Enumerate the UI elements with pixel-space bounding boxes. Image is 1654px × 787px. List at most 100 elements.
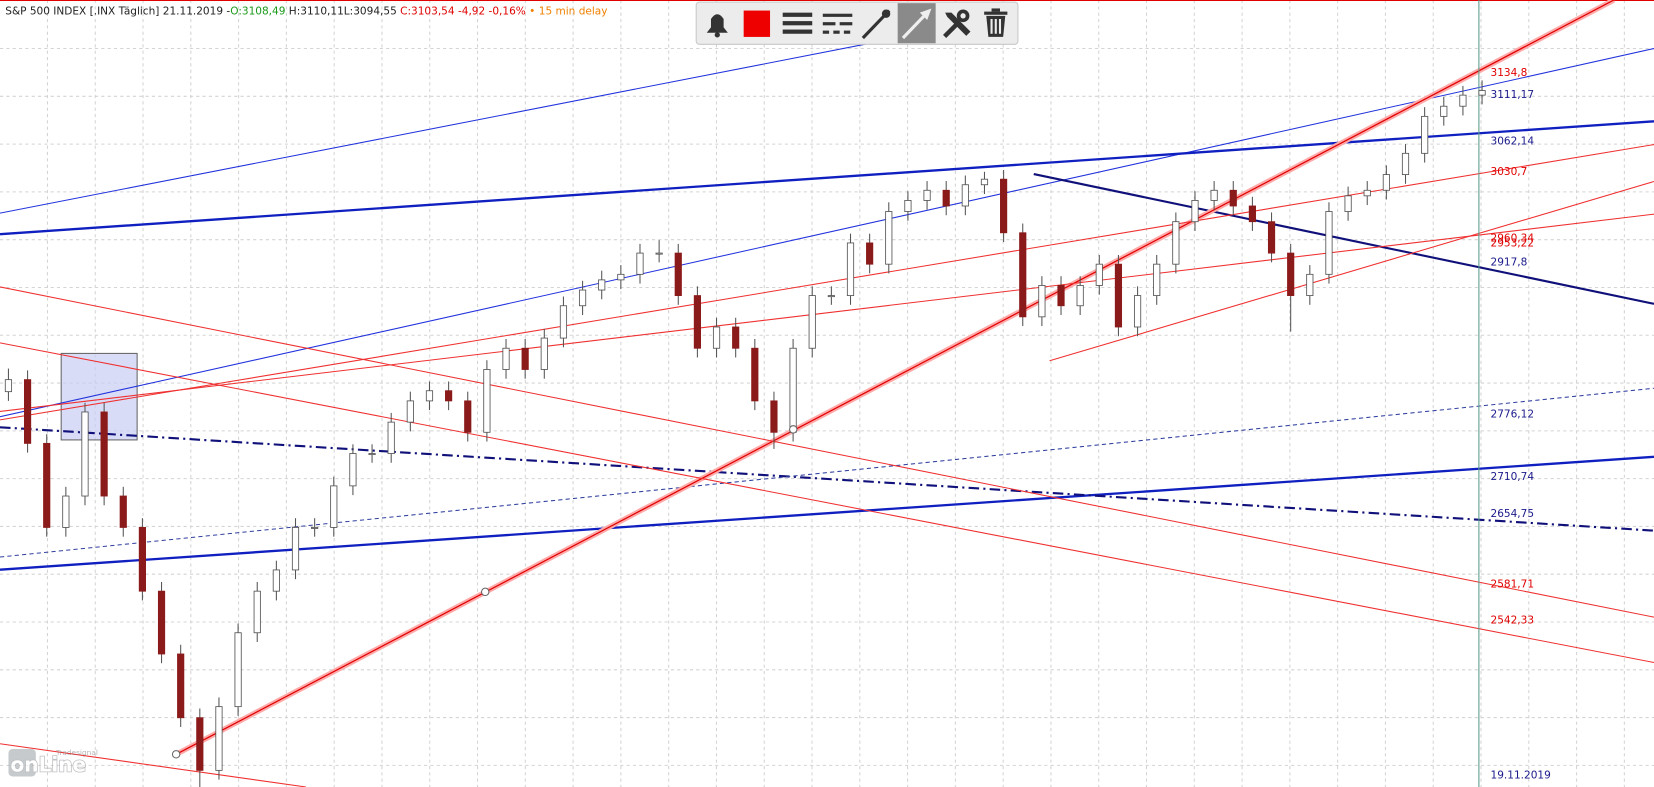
candle-body	[1344, 195, 1352, 212]
anchor-point[interactable]	[789, 425, 798, 434]
candle-body	[1421, 115, 1429, 154]
candle-body	[1248, 205, 1256, 223]
candle-body	[1019, 232, 1027, 318]
anchor-point[interactable]	[481, 587, 490, 597]
price-labels: 3134,8 3111,17 3062,14 3030,7 2960,342953,22…	[1490, 67, 1534, 627]
delete-button[interactable]	[984, 8, 1008, 37]
line-width-button[interactable]	[782, 12, 813, 34]
candle-body	[43, 442, 51, 528]
candle-body	[866, 242, 874, 265]
logo-name: onLine	[11, 752, 86, 776]
low: L:3094,55	[344, 6, 397, 18]
candle-body	[617, 273, 625, 281]
line-style-button[interactable]	[822, 13, 853, 34]
trend-line[interactable]	[0, 455, 1654, 571]
candle-body	[1057, 285, 1065, 307]
candle-body	[636, 252, 644, 275]
toolbar-bg	[695, 1, 1019, 45]
candle-body	[445, 390, 453, 402]
delay: 15 min delay	[539, 6, 608, 18]
candle-body	[1306, 273, 1314, 297]
candle-body	[138, 527, 146, 592]
change: -4,92	[458, 6, 485, 18]
candle-body	[253, 590, 261, 634]
price-label: 2917,8	[1490, 257, 1527, 269]
trend-line[interactable]	[1049, 180, 1654, 362]
candle-body	[234, 632, 242, 708]
trend-line[interactable]	[0, 342, 1654, 664]
candle-body	[961, 184, 969, 207]
bullet: •	[529, 6, 535, 18]
color-button[interactable]	[743, 10, 771, 37]
candle-body	[62, 495, 70, 528]
candle-body	[1459, 94, 1467, 107]
trend-line[interactable]	[1033, 173, 1654, 305]
price-label: 2776,12	[1490, 409, 1534, 421]
candle-body	[885, 211, 893, 265]
candle-body	[1191, 200, 1199, 223]
channel-line[interactable]	[175, 0, 1615, 755]
candle-body	[923, 189, 931, 201]
trend-line[interactable]	[0, 144, 1654, 421]
candle-body	[540, 337, 548, 370]
trend-line[interactable]	[0, 286, 1654, 618]
candle-body	[1440, 105, 1448, 117]
ray-tool-button[interactable]	[901, 8, 932, 40]
candle-body	[406, 400, 414, 423]
candle-body	[4, 379, 13, 393]
candle-body	[827, 295, 835, 298]
price-label: 2960,34	[1490, 232, 1534, 244]
candle-body	[693, 295, 701, 349]
candle-body	[464, 400, 472, 433]
candle-body	[1401, 152, 1410, 176]
toolbar	[695, 1, 1019, 45]
alert-button[interactable]	[706, 14, 728, 38]
price-label: 3062,14	[1490, 135, 1534, 147]
candle-body	[215, 706, 223, 771]
candle-body	[1153, 263, 1161, 297]
logo-brand: Tradesignal	[55, 748, 98, 757]
candle-body	[291, 527, 300, 571]
candle-body	[846, 242, 855, 297]
header: S&P 500 INDEX [.INX Täglich] 21.11.2019 …	[5, 6, 607, 18]
candle-body	[980, 178, 989, 186]
line-tool-button[interactable]	[861, 9, 891, 40]
candle-body	[751, 347, 759, 402]
logo: Tradesignal onLine	[8, 748, 98, 777]
trend-line[interactable]	[0, 426, 1654, 532]
candle-body	[578, 289, 587, 307]
candle-body	[196, 717, 204, 771]
candle-body	[1267, 221, 1276, 254]
candle-body	[1038, 285, 1046, 318]
candle-body	[100, 411, 108, 497]
trend-line[interactable]	[0, 48, 1654, 418]
candle-body	[1172, 221, 1180, 265]
anchor-point[interactable]	[171, 750, 181, 759]
candle-body	[712, 326, 721, 349]
candle-body	[502, 347, 510, 370]
logo-mark	[8, 749, 36, 777]
price-label: 3111,17	[1490, 89, 1534, 101]
trend-line[interactable]	[0, 120, 1654, 236]
settings-button[interactable]	[943, 9, 971, 38]
candle-body	[1478, 90, 1486, 96]
candle-body	[770, 400, 778, 433]
trend-line[interactable]	[0, 743, 306, 787]
candle-body	[904, 200, 912, 212]
candle-body	[425, 390, 434, 402]
candle-body	[1114, 263, 1123, 328]
trend-line[interactable]	[0, 213, 1654, 412]
candle-body	[1325, 211, 1333, 275]
candle-body	[1000, 178, 1008, 234]
candle-body	[368, 453, 376, 456]
trend-line[interactable]	[0, 387, 1654, 558]
candle-body	[483, 369, 491, 433]
price-label: 2953,22	[1490, 238, 1534, 250]
date: 21.11.2019	[163, 6, 223, 18]
candle-body	[1287, 252, 1295, 297]
trend-line[interactable]	[0, 41, 876, 214]
price-label: 3134,8	[1490, 67, 1527, 79]
